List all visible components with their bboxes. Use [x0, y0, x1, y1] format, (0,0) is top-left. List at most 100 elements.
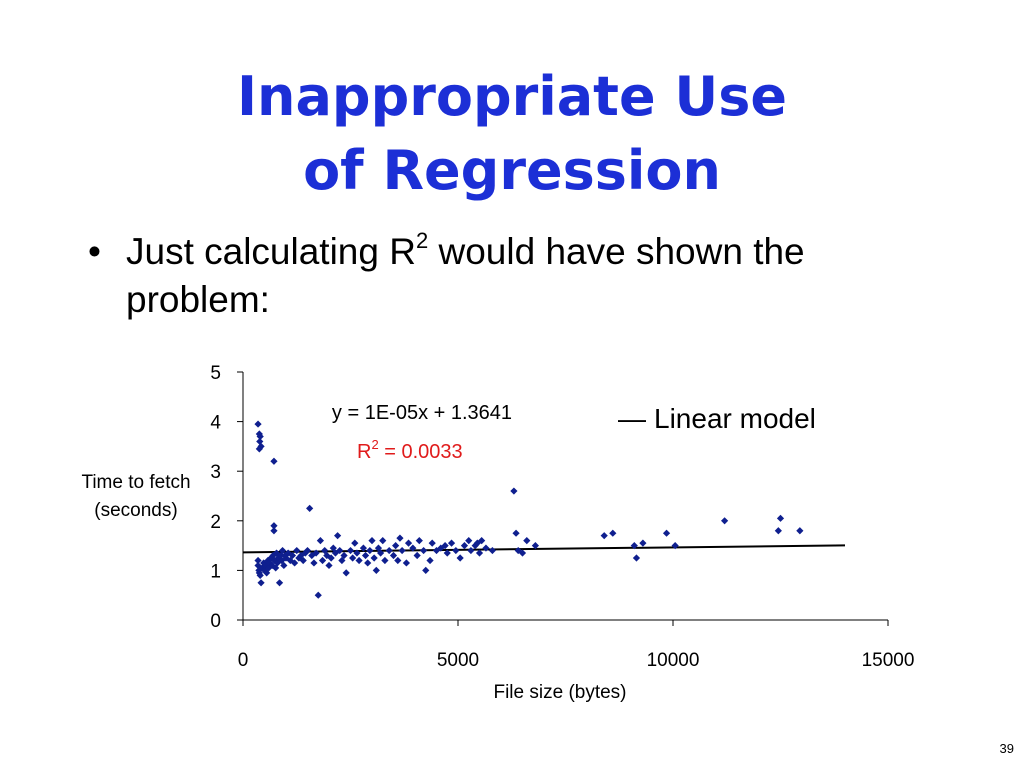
data-points	[254, 420, 804, 599]
r-squared-prefix: R	[357, 441, 371, 463]
data-point	[415, 537, 423, 545]
data-point	[308, 551, 316, 560]
bullet-glyph: •	[88, 231, 101, 272]
data-point	[372, 566, 380, 574]
data-point	[385, 546, 393, 555]
data-point	[254, 561, 262, 570]
data-point	[609, 529, 617, 537]
data-point	[409, 544, 417, 552]
x-tick-label: 0	[238, 650, 249, 671]
legend-label: Linear model	[654, 403, 816, 434]
data-point	[456, 554, 464, 562]
data-point	[428, 539, 436, 547]
data-point	[314, 591, 322, 599]
data-point	[452, 546, 460, 555]
y-tick-label: 2	[210, 512, 221, 533]
data-point	[441, 542, 449, 550]
data-point	[318, 556, 327, 565]
slide-title-line-2: of Regression	[303, 139, 721, 202]
data-point	[381, 556, 389, 565]
x-tick-label: 10000	[647, 650, 700, 671]
x-axis-label: File size (bytes)	[493, 682, 626, 703]
legend: — Linear model	[618, 403, 816, 434]
data-point	[272, 549, 281, 557]
data-point	[297, 551, 305, 560]
data-point	[465, 537, 473, 545]
data-point	[323, 551, 331, 560]
data-point	[478, 537, 486, 545]
data-point	[447, 539, 456, 547]
data-point	[467, 546, 475, 555]
data-point	[721, 517, 729, 525]
data-point	[299, 556, 307, 565]
data-point	[325, 561, 333, 570]
data-point	[310, 559, 318, 567]
data-point	[265, 564, 273, 572]
y-axis-label-line-1: Time to fetch	[81, 472, 190, 493]
chart-ticks: 0 1 2 3 4 5 0 5000 10000 15000	[210, 363, 914, 671]
data-point	[277, 551, 285, 560]
data-point	[518, 549, 527, 557]
data-point	[346, 546, 355, 555]
data-point	[482, 544, 490, 552]
data-point	[270, 522, 278, 530]
data-point	[639, 539, 647, 547]
slide-number: 39	[999, 741, 1014, 756]
chart-axes	[242, 372, 888, 621]
data-point	[257, 579, 265, 587]
data-point	[254, 420, 262, 428]
data-point	[256, 432, 264, 441]
data-point	[303, 546, 312, 555]
data-point	[366, 546, 374, 555]
data-point	[389, 551, 398, 560]
data-point	[379, 537, 387, 545]
data-point	[301, 549, 309, 557]
data-point	[351, 539, 359, 547]
data-point	[359, 544, 367, 552]
data-point	[437, 544, 445, 552]
data-point	[404, 539, 413, 547]
x-tick-label: 15000	[862, 650, 915, 671]
data-point	[523, 537, 531, 545]
data-point	[293, 546, 301, 555]
data-point	[329, 544, 337, 552]
data-point	[270, 457, 278, 465]
data-point	[422, 566, 430, 574]
data-point	[273, 559, 281, 567]
y-tick-label: 1	[210, 561, 221, 582]
data-point	[392, 542, 400, 550]
data-point	[263, 569, 271, 577]
data-point	[291, 559, 299, 567]
data-point	[443, 549, 451, 557]
y-axis-label-line-2: (seconds)	[94, 500, 177, 521]
x-tick-label: 5000	[437, 650, 479, 671]
data-point	[254, 556, 262, 565]
data-point	[361, 551, 370, 560]
data-point	[776, 514, 785, 522]
data-point	[473, 539, 481, 547]
regression-equation: y = 1E-05x + 1.3641	[332, 402, 512, 424]
data-point	[774, 527, 782, 535]
data-point	[268, 561, 276, 570]
data-point	[286, 556, 294, 565]
data-point	[278, 546, 287, 555]
data-point	[284, 549, 292, 557]
data-point	[288, 551, 297, 560]
data-point	[426, 556, 434, 565]
data-point	[475, 549, 484, 557]
r-squared-annotation: R2 = 0.0033	[357, 437, 463, 463]
data-point	[280, 561, 288, 570]
slide-title-line-1: Inappropriate Use	[236, 65, 788, 128]
data-point	[353, 549, 361, 557]
bullet-text: Just calculating R2 would have shown the…	[126, 228, 946, 324]
data-point	[336, 546, 344, 555]
data-point	[256, 571, 264, 579]
y-tick-label: 5	[210, 363, 221, 384]
data-point	[394, 556, 402, 565]
data-point	[327, 554, 335, 562]
data-point	[269, 551, 277, 560]
slide-title: Inappropriate Use of Regression	[0, 60, 1024, 208]
y-tick-label: 3	[210, 462, 221, 483]
data-point	[662, 529, 671, 537]
